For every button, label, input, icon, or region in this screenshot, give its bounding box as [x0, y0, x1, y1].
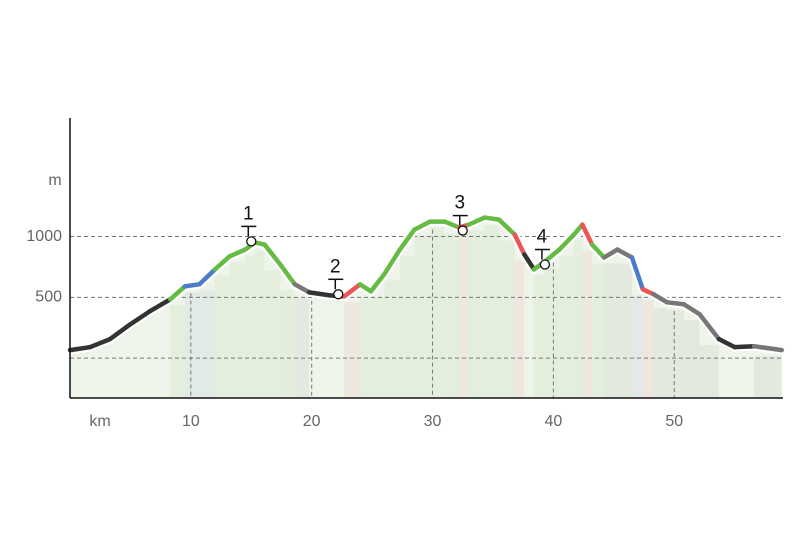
waypoint-label: 1 — [243, 203, 254, 224]
grade-band — [642, 300, 654, 398]
profile-segment — [482, 215, 502, 222]
grade-band — [653, 308, 667, 398]
grade-band — [468, 230, 485, 398]
grade-band — [360, 297, 371, 398]
profile-segment — [307, 290, 333, 298]
grade-band — [414, 235, 431, 398]
grade-band — [499, 240, 515, 398]
profile-segment — [412, 219, 433, 232]
grade-band — [592, 263, 605, 398]
profile-segment — [681, 302, 702, 317]
profile-segment — [197, 267, 218, 287]
grade-band — [264, 270, 281, 398]
profile-segment — [212, 254, 232, 272]
profile-segment — [512, 232, 527, 257]
profile-segment — [262, 242, 283, 267]
profile-segment — [87, 336, 113, 350]
grade-band — [245, 255, 255, 398]
grade-band — [573, 240, 583, 398]
waypoint-label: 2 — [330, 256, 341, 277]
profile-segment — [342, 282, 363, 299]
profile-segment — [629, 255, 646, 292]
waypoint-label: 3 — [454, 193, 465, 214]
profile-segment — [368, 272, 387, 294]
profile-segment — [442, 219, 462, 230]
profile-segment — [732, 343, 757, 350]
grade-band — [294, 298, 310, 398]
grade-band — [399, 255, 415, 398]
grade-band — [534, 275, 545, 398]
grade-band — [184, 292, 200, 398]
grade-band — [699, 345, 719, 398]
grade-band — [254, 250, 265, 398]
profile-segment — [615, 247, 635, 260]
profile-segment — [751, 343, 785, 353]
grade-band — [604, 263, 618, 398]
profile-area — [70, 217, 782, 398]
waypoint — [333, 289, 344, 300]
grade-band — [370, 297, 385, 398]
grade-band — [384, 280, 400, 398]
x-tick-label: 10 — [182, 413, 200, 430]
grade-band — [683, 320, 700, 398]
grade-band — [229, 262, 246, 398]
waypoint-label: 4 — [537, 227, 548, 248]
waypoint — [539, 259, 551, 270]
y-tick-label: 500 — [35, 289, 62, 306]
grade-band — [430, 227, 445, 398]
x-tick-label: 50 — [665, 413, 683, 430]
profile-segment — [168, 284, 188, 302]
grade-band — [514, 260, 525, 398]
grade-band — [170, 305, 185, 398]
profile-segment — [522, 252, 537, 272]
grade-band — [617, 263, 632, 398]
profile-segment — [227, 247, 248, 259]
profile-segment — [381, 247, 403, 277]
profile-segment — [67, 344, 93, 353]
profile-segment — [182, 282, 202, 289]
profile-segment — [466, 215, 487, 227]
waypoint — [246, 236, 257, 247]
grade-band — [444, 233, 460, 398]
grade-band — [280, 290, 295, 398]
profile-segment — [697, 311, 722, 342]
profile-segment — [397, 227, 417, 252]
profile-segment — [589, 242, 607, 260]
profile-segment — [107, 321, 133, 342]
x-tick-label: 20 — [303, 413, 321, 430]
y-tick-label: 1000 — [26, 228, 62, 245]
x-tick-label: 30 — [424, 413, 442, 430]
grade-band — [631, 295, 643, 398]
grade-band — [544, 267, 560, 398]
grade-band — [666, 310, 684, 398]
profile-segment — [542, 247, 562, 264]
profile-segment — [601, 247, 620, 260]
profile-segment — [664, 300, 687, 307]
grade-band — [215, 275, 230, 398]
x-tick-label: 40 — [544, 413, 562, 430]
profile-segment — [147, 297, 173, 314]
y-axis-label: m — [48, 172, 61, 189]
grade-band — [582, 250, 593, 398]
profile-segment — [580, 222, 595, 247]
profile-segment — [557, 232, 577, 252]
grade-band — [753, 356, 782, 398]
x-axis-label: km — [89, 413, 110, 430]
profile-segment — [651, 292, 670, 305]
profile-segment — [716, 336, 737, 350]
profile-segment — [128, 309, 153, 327]
profile-segment — [496, 217, 517, 237]
profile-segment — [292, 282, 312, 295]
grade-band — [199, 290, 216, 398]
grade-band — [459, 233, 469, 398]
waypoint — [457, 225, 468, 236]
grade-band — [344, 302, 361, 398]
profile-segment — [278, 262, 298, 287]
grade-band — [559, 255, 574, 398]
grade-band — [484, 225, 500, 398]
